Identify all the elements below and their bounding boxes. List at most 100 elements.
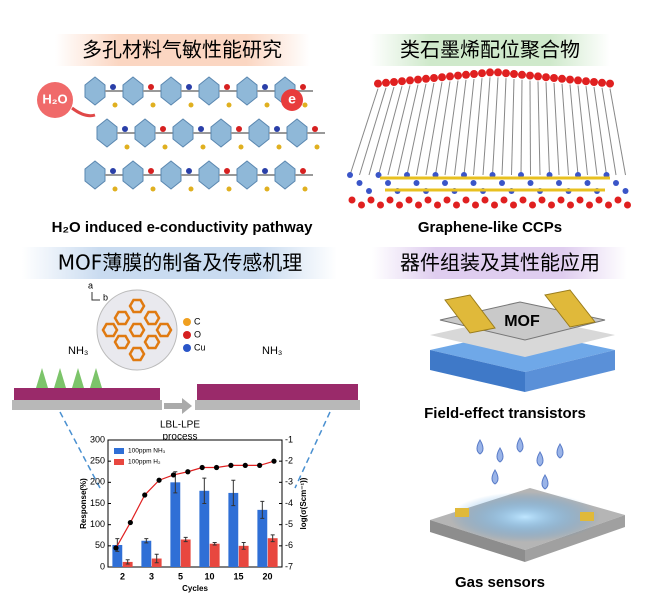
y-tick-label: 300: [90, 434, 105, 444]
atom: [314, 144, 320, 150]
x-tick-label: 2: [120, 571, 125, 581]
atom: [462, 196, 470, 204]
y-tick-label: 250: [90, 456, 105, 466]
mof-structure: [101, 298, 173, 362]
data-point: [142, 492, 148, 498]
device-layer: [525, 350, 615, 392]
polyhedron: [160, 76, 182, 106]
backbone: [380, 176, 610, 192]
linker: [501, 78, 507, 176]
error-bar: [202, 477, 207, 504]
mof-film: [14, 388, 160, 400]
atom: [558, 74, 566, 83]
atom: [385, 180, 391, 186]
atom: [566, 75, 574, 84]
droplet: [516, 437, 524, 453]
droplet: [491, 469, 499, 485]
linker: [529, 80, 531, 176]
axis-label: b: [103, 292, 108, 302]
error-bar: [260, 500, 265, 519]
mof-label: MOF: [504, 313, 540, 330]
atom: [424, 196, 432, 204]
linker: [569, 84, 579, 176]
error-bar: [183, 536, 188, 543]
atom: [110, 168, 116, 174]
ring: [155, 322, 173, 338]
legend-label: 100ppm H₂: [128, 459, 161, 466]
linker: [444, 80, 459, 176]
electrode: [580, 512, 594, 521]
y-tick-label: 50: [95, 540, 105, 550]
process-arrow: [164, 398, 192, 414]
panel-header: 类石墨烯配位聚合物: [400, 38, 580, 62]
atom: [590, 78, 598, 86]
panel-header: 器件组装及其性能应用: [400, 251, 600, 275]
atom: [264, 186, 270, 192]
linker: [561, 83, 569, 176]
linker: [585, 86, 598, 176]
linker: [463, 78, 475, 176]
panel-caption: Graphene-like CCPs: [418, 219, 562, 236]
y2-tick-label: -3: [285, 477, 293, 487]
atom: [499, 180, 505, 186]
linker: [601, 87, 617, 176]
bar: [112, 544, 123, 567]
axis-arrows: [91, 292, 100, 301]
bar: [199, 490, 210, 567]
atom: [548, 201, 555, 209]
atom: [584, 180, 591, 186]
x-tick-label: 20: [262, 571, 272, 581]
atom: [186, 84, 192, 90]
y2-tick-label: -7: [285, 561, 293, 571]
panel-header: MOF薄膜的制备及传感机理: [58, 251, 303, 275]
linker: [416, 82, 435, 176]
polyhedron: [286, 118, 308, 148]
atom: [567, 201, 574, 209]
electrode: [544, 289, 596, 328]
polyhedron: [134, 118, 156, 148]
header-bg: [372, 247, 627, 279]
atom: [510, 70, 518, 78]
x-tick-label: 15: [233, 571, 243, 581]
atom: [390, 78, 398, 86]
atom: [438, 73, 446, 82]
polyhedron: [198, 76, 220, 106]
ring: [128, 298, 146, 314]
atom: [576, 196, 584, 204]
arrow: [71, 106, 96, 118]
linker: [349, 88, 379, 176]
atom: [377, 201, 384, 209]
atom: [478, 69, 486, 78]
linker: [545, 82, 550, 176]
atom: [382, 78, 390, 87]
atom: [358, 201, 365, 209]
header-bg: [22, 247, 337, 279]
atom: [396, 201, 403, 209]
polyhedron: [122, 76, 144, 106]
y-tick-label: 200: [90, 477, 105, 487]
atom: [542, 73, 550, 82]
atom: [624, 201, 631, 209]
gas-molecules: [476, 437, 564, 490]
x-tick-label: 5: [178, 571, 183, 581]
atom-key: [183, 318, 191, 326]
atom: [300, 168, 306, 174]
sensor-glow: [450, 492, 600, 542]
bar: [228, 492, 239, 567]
polyhedron: [248, 118, 270, 148]
atom: [526, 71, 534, 80]
atom: [188, 102, 194, 108]
atom: [398, 77, 406, 86]
linker: [454, 79, 467, 176]
atom: [406, 76, 414, 85]
ring: [143, 310, 161, 326]
polyhedron: [96, 118, 118, 148]
y2-tick-label: -2: [285, 456, 293, 466]
linker: [397, 84, 419, 176]
zoom-lines: [59, 411, 331, 489]
substrate: [12, 400, 162, 410]
ring: [113, 334, 131, 350]
atom: [454, 71, 462, 80]
atom: [150, 186, 156, 192]
